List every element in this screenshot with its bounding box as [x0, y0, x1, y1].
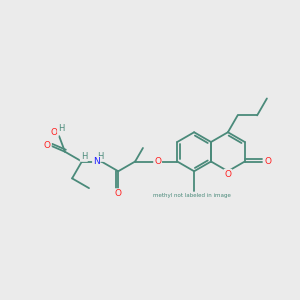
Text: H: H	[97, 152, 103, 161]
Text: N: N	[93, 157, 100, 166]
Text: O: O	[51, 128, 58, 137]
Text: H: H	[58, 124, 64, 133]
Text: O: O	[224, 170, 231, 179]
Text: O: O	[154, 157, 161, 166]
Text: H: H	[81, 152, 87, 161]
Text: O: O	[265, 157, 272, 166]
Text: methyl not labeled in image: methyl not labeled in image	[153, 193, 231, 198]
Text: O: O	[44, 141, 51, 150]
Text: O: O	[115, 189, 122, 198]
